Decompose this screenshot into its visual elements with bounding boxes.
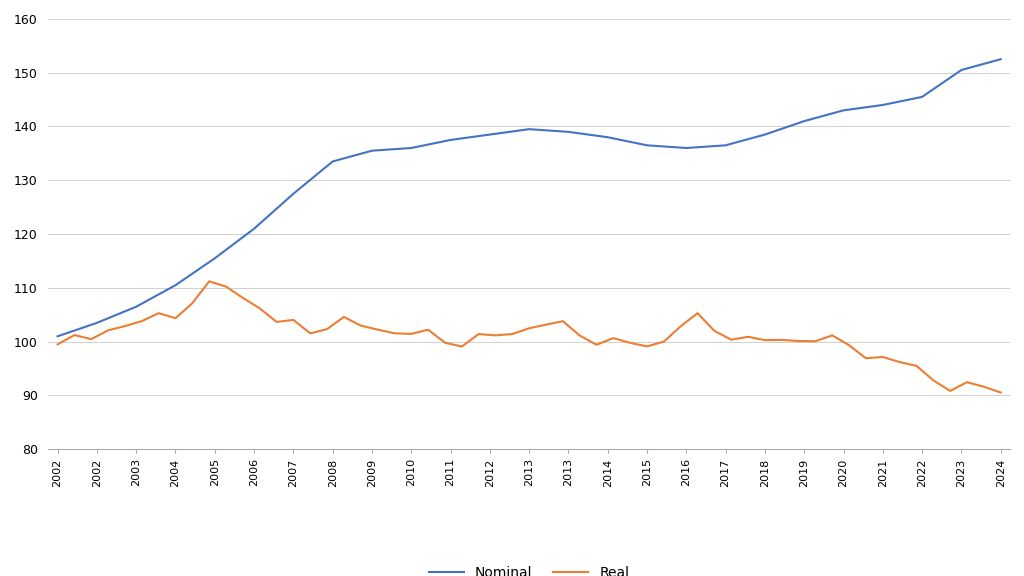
Nominal	[327, 158, 339, 165]
Legend: Nominal, Real: Nominal, Real	[429, 566, 629, 576]
Nominal	[562, 128, 574, 135]
Line: Nominal: Nominal	[57, 59, 1000, 336]
Nominal	[406, 145, 418, 151]
Nominal	[288, 190, 300, 197]
Nominal	[51, 333, 63, 340]
Nominal	[994, 56, 1007, 63]
Nominal	[798, 118, 810, 124]
Nominal	[366, 147, 378, 154]
Nominal	[169, 282, 181, 289]
Nominal	[838, 107, 850, 114]
Line: Real: Real	[57, 281, 1000, 392]
Nominal	[641, 142, 653, 149]
Real	[709, 328, 721, 335]
Nominal	[444, 137, 457, 143]
Nominal	[130, 303, 142, 310]
Nominal	[91, 320, 103, 327]
Nominal	[523, 126, 536, 132]
Real	[472, 331, 484, 338]
Real	[102, 327, 115, 334]
Real	[994, 389, 1007, 396]
Nominal	[955, 67, 968, 74]
Real	[51, 341, 63, 348]
Nominal	[877, 101, 889, 108]
Real	[85, 336, 97, 343]
Nominal	[915, 93, 928, 100]
Nominal	[759, 131, 771, 138]
Nominal	[720, 142, 732, 149]
Nominal	[248, 225, 260, 232]
Real	[725, 336, 737, 343]
Nominal	[601, 134, 613, 141]
Nominal	[209, 255, 221, 262]
Nominal	[483, 131, 496, 138]
Real	[203, 278, 215, 285]
Nominal	[680, 145, 692, 151]
Real	[321, 325, 333, 332]
